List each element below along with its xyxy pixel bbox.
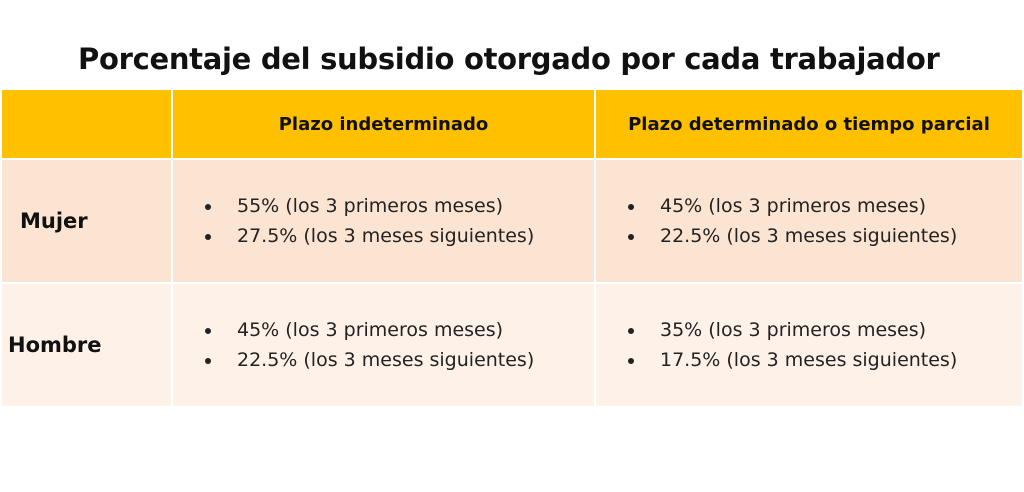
table-cell: 45% (los 3 primeros meses)22.5% (los 3 m…	[171, 282, 596, 408]
table-cell: 55% (los 3 primeros meses)27.5% (los 3 m…	[171, 158, 596, 284]
header-row: Plazo indeterminado Plazo determinado o …	[0, 88, 1024, 160]
header-fixed-term: Plazo determinado o tiempo parcial	[594, 88, 1024, 160]
list-item: 45% (los 3 primeros meses)	[223, 315, 594, 345]
list-item: 45% (los 3 primeros meses)	[646, 191, 1022, 221]
table-cell: 45% (los 3 primeros meses)22.5% (los 3 m…	[594, 158, 1024, 284]
header-empty	[0, 88, 173, 160]
row-label: Hombre	[0, 282, 173, 408]
list-item: 35% (los 3 primeros meses)	[646, 315, 1022, 345]
list-item: 17.5% (los 3 meses siguientes)	[646, 345, 1022, 375]
list-item: 22.5% (los 3 meses siguientes)	[223, 345, 594, 375]
subsidy-table: Plazo indeterminado Plazo determinado o …	[0, 88, 1024, 408]
header-indefinite: Plazo indeterminado	[171, 88, 596, 160]
list-item: 27.5% (los 3 meses siguientes)	[223, 221, 594, 251]
table-row: Mujer 55% (los 3 primeros meses)27.5% (l…	[0, 158, 1024, 284]
row-label: Mujer	[0, 158, 173, 284]
list-item: 55% (los 3 primeros meses)	[223, 191, 594, 221]
table-row: Hombre 45% (los 3 primeros meses)22.5% (…	[0, 282, 1024, 408]
list-item: 22.5% (los 3 meses siguientes)	[646, 221, 1022, 251]
table-cell: 35% (los 3 primeros meses)17.5% (los 3 m…	[594, 282, 1024, 408]
page-title: Porcentaje del subsidio otorgado por cad…	[78, 42, 940, 76]
